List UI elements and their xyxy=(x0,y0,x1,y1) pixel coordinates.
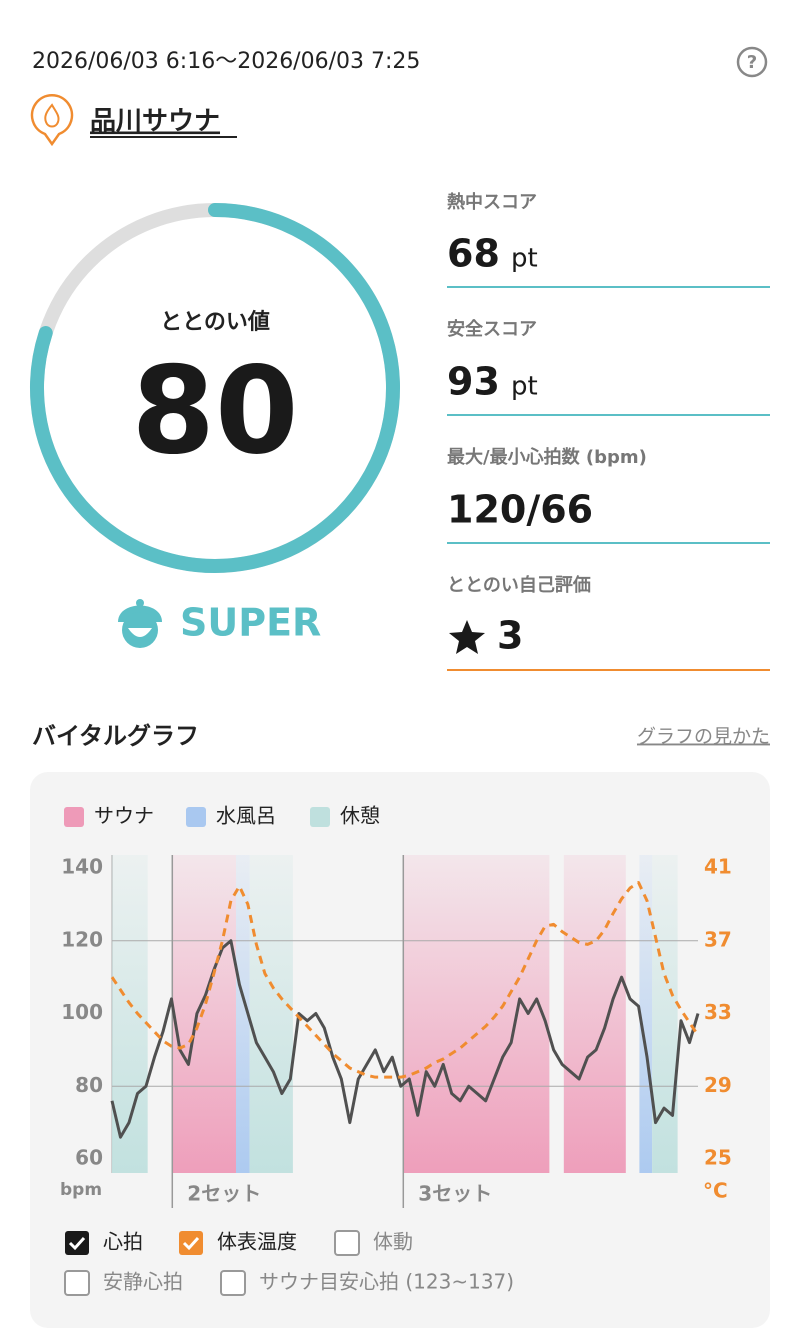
svg-text:?: ? xyxy=(747,52,757,73)
toggle-label[interactable]: 体表温度 xyxy=(217,1230,297,1254)
chart: サウナ 水風呂 休憩 2セット 3セット 60 80 100 120 140 25 29 33 37 41 b… xyxy=(60,804,732,1296)
stat-label: 最大/最小心拍数 (bpm) xyxy=(447,446,647,468)
stat-value: 93 xyxy=(447,360,500,404)
toggle-label[interactable]: 安静心拍 xyxy=(103,1270,183,1294)
stat-value: 120/66 xyxy=(447,488,593,532)
set-label: 3セット xyxy=(418,1182,492,1206)
y-axis-label: bpm xyxy=(60,1180,102,1200)
zone xyxy=(563,855,626,1173)
y-tick-label: 100 xyxy=(61,1000,103,1024)
facility-link[interactable]: 品川サウナ xyxy=(90,107,220,137)
y-tick-label: 140 xyxy=(61,855,103,879)
rank: SUPER xyxy=(180,601,321,645)
check-mark xyxy=(182,1236,200,1251)
y-tick-label: 60 xyxy=(75,1146,103,1170)
y2-tick-label: 33 xyxy=(704,1000,732,1024)
stat-label: 熱中スコア xyxy=(447,191,537,213)
y2-tick-label: 41 xyxy=(704,855,732,879)
help-button[interactable]: ? xyxy=(736,46,768,78)
legend-swatch xyxy=(186,807,206,827)
toggle-label[interactable]: サウナ目安心拍 (123~137) xyxy=(259,1270,514,1294)
legend-swatch xyxy=(310,807,330,827)
legend-swatch xyxy=(64,807,84,827)
y2-tick-label: 29 xyxy=(704,1073,732,1097)
stat-unit: pt xyxy=(511,244,538,274)
y2-tick-label: 37 xyxy=(704,927,732,951)
set-label: 2セット xyxy=(187,1182,261,1206)
zone xyxy=(172,855,236,1173)
zone xyxy=(249,855,293,1173)
checkbox[interactable] xyxy=(220,1270,246,1296)
zone xyxy=(403,855,550,1173)
section-title: バイタルグラフ xyxy=(32,722,199,750)
star-icon xyxy=(449,620,485,654)
checkbox[interactable] xyxy=(64,1270,90,1296)
score-value: 80 xyxy=(132,343,299,482)
y-tick-label: 80 xyxy=(75,1073,103,1097)
facility-icon xyxy=(30,94,74,147)
zone xyxy=(235,855,250,1173)
period: 2026/06/03 6:16〜2026/06/03 7:25 xyxy=(32,49,420,74)
y2-axis-label: °C xyxy=(703,1179,728,1203)
checkbox[interactable] xyxy=(65,1231,89,1255)
y2-tick-label: 25 xyxy=(704,1146,732,1170)
score-label: ととのい値 xyxy=(160,310,270,335)
help-link[interactable]: グラフの見かた xyxy=(637,726,770,748)
checkbox[interactable] xyxy=(334,1230,360,1256)
toggle-label[interactable]: 心拍 xyxy=(103,1230,143,1254)
stat-label: 安全スコア xyxy=(447,318,537,340)
stat-unit: pt xyxy=(511,372,538,402)
y-tick-label: 120 xyxy=(61,927,103,951)
legend-label: サウナ xyxy=(94,804,154,828)
legend-label: 休憩 xyxy=(340,804,380,828)
zone xyxy=(639,855,653,1173)
check-mark xyxy=(68,1236,86,1251)
zone xyxy=(652,855,678,1173)
stat-value: 3 xyxy=(497,614,523,658)
stat-label: ととのい自己評価 xyxy=(447,574,591,596)
toggle-label[interactable]: 体動 xyxy=(373,1230,413,1254)
score-ring xyxy=(30,203,400,573)
stat-value: 68 xyxy=(447,232,500,276)
series-line xyxy=(110,881,700,1079)
legend-label: 水風呂 xyxy=(216,804,276,828)
rank-icon xyxy=(118,599,162,648)
series-line xyxy=(110,939,700,1139)
checkbox[interactable] xyxy=(179,1231,203,1255)
